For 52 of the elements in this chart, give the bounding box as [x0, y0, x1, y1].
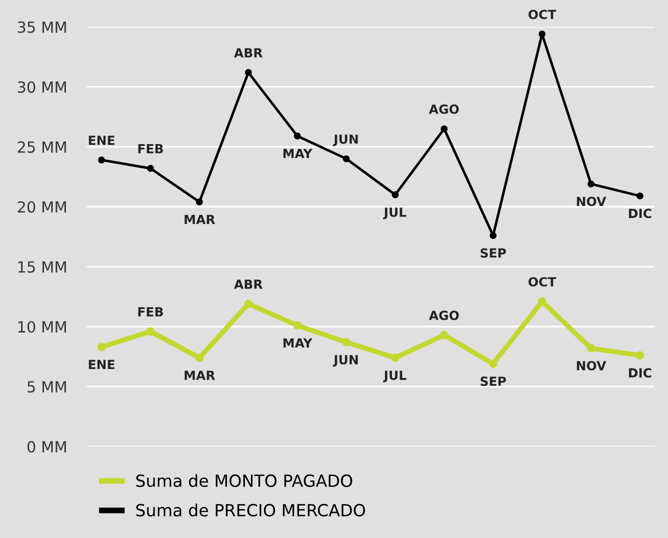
y-tick-label: 5 MM: [28, 381, 66, 393]
category-label: MAY: [283, 148, 312, 158]
point: [244, 300, 253, 308]
point: [636, 351, 644, 360]
x-tick-label: JUL: [383, 370, 406, 382]
legend-label: Suma de MONTO PAGADO: [136, 474, 352, 488]
point: [98, 156, 105, 164]
category-label: ENE: [88, 136, 114, 145]
point: [538, 297, 546, 306]
point: [196, 198, 203, 206]
point: [490, 232, 497, 239]
point: [586, 344, 596, 352]
point: [294, 132, 301, 140]
y-tick-label: 10 MM: [18, 321, 66, 333]
category-label: JUN: [332, 134, 358, 146]
y-tick-label: 0 MM: [27, 441, 66, 453]
category-label: NOV: [576, 196, 606, 206]
point: [440, 125, 448, 132]
point: [440, 330, 448, 340]
point: [538, 30, 546, 38]
x-tick-label: MAR: [184, 370, 216, 380]
point: [636, 192, 644, 200]
point: [293, 321, 302, 330]
category-label: JUL: [383, 208, 406, 220]
x-tick-label: DIC: [629, 368, 652, 378]
y-tick-label: 25 MM: [18, 141, 66, 153]
point: [146, 327, 155, 336]
category-label: SEP: [480, 248, 506, 258]
point: [244, 68, 252, 76]
point: [147, 164, 154, 172]
y-tick-label: 35 MM: [18, 21, 66, 33]
y-tick-label: 15 MM: [18, 261, 66, 273]
point: [488, 360, 498, 368]
x-tick-label: ENE: [88, 360, 114, 370]
point: [97, 342, 106, 352]
legend-label: Suma de PRECIO MERCADO: [136, 504, 366, 516]
point: [342, 155, 350, 162]
point: [391, 354, 400, 362]
point: [588, 180, 594, 188]
category-label: DIC: [629, 208, 652, 218]
y-tick-label: 20 MM: [18, 201, 66, 213]
point: [392, 191, 399, 198]
y-tick-label: 30 MM: [18, 81, 66, 93]
point: [342, 338, 350, 346]
point: [195, 354, 204, 362]
category-label: AGO: [428, 104, 459, 114]
category-label: FEB: [138, 144, 163, 154]
x-tick-label: JUN: [332, 355, 358, 367]
x-tick-label: NOV: [576, 360, 606, 370]
category-label: MAR: [184, 214, 216, 224]
category-label: OCT: [528, 10, 556, 20]
category-label: ABR: [234, 48, 263, 58]
